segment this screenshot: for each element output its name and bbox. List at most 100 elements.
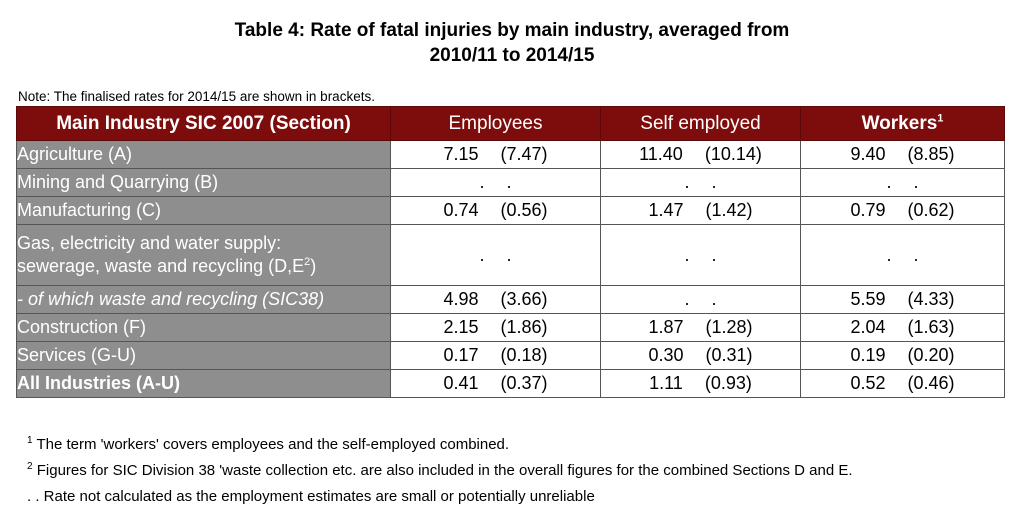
- self-employed-cell: ..: [600, 168, 801, 197]
- employees-final-value: (0.37): [500, 373, 548, 393]
- workers-final-value: (0.46): [907, 373, 955, 393]
- employees-cell: 2.15 (1.86): [390, 313, 601, 342]
- header-workers-label: Workers: [861, 112, 938, 134]
- row-label: Gas, electricity and water supply: sewer…: [16, 224, 391, 286]
- employees-final-value: (7.47): [500, 144, 548, 164]
- title-line-2: 2010/11 to 2014/15: [429, 45, 595, 66]
- footnote-ref-2: 2: [304, 256, 311, 268]
- self-employed-value: .: [684, 244, 690, 265]
- row-label-line-1: Gas, electricity and water supply:: [17, 233, 282, 253]
- workers-final-value: (1.63): [907, 317, 955, 337]
- workers-cell: ..: [800, 224, 1005, 286]
- workers-final-value: (8.85): [907, 144, 955, 164]
- workers-value: .: [886, 172, 892, 192]
- footnote-1: 1 The term 'workers' covers employees an…: [27, 432, 853, 458]
- employees-final-value: (0.18): [500, 345, 548, 365]
- table-row: Services (G-U) 0.17 (0.18) 0.30 (0.31) 0.1…: [16, 341, 1005, 370]
- workers-final-value: (4.33): [907, 289, 955, 309]
- self-employed-value: 11.40: [639, 144, 683, 164]
- employees-cell: 0.17 (0.18): [390, 341, 601, 370]
- self-employed-final-value: (1.28): [705, 317, 753, 337]
- row-label-line-2: sewerage, waste and recycling (D,E2): [17, 255, 390, 278]
- workers-final-value: (0.20): [907, 345, 955, 365]
- self-employed-cell: 1.87 (1.28): [600, 313, 801, 342]
- self-employed-final-value: (1.42): [705, 200, 753, 220]
- header-employees: Employees: [390, 106, 601, 141]
- employees-value: .: [479, 244, 485, 265]
- employees-cell: 4.98 (3.66): [390, 285, 601, 314]
- workers-value: 2.04: [850, 317, 886, 337]
- self-employed-value: .: [684, 172, 690, 192]
- table-row: Agriculture (A) 7.15 (7.47) 11.40 (10.14) …: [16, 140, 1005, 169]
- footnote-2: 2 Figures for SIC Division 38 'waste col…: [27, 458, 853, 484]
- footnote-2-marker: 2: [27, 461, 33, 472]
- workers-value: 9.40: [850, 144, 886, 164]
- header-self-employed: Self employed: [600, 106, 801, 141]
- table-row: - of which waste and recycling (SIC38) 4…: [16, 285, 1005, 314]
- workers-cell: 0.52 (0.46): [800, 369, 1005, 398]
- self-employed-value: 1.47: [648, 200, 684, 220]
- table-row: Gas, electricity and water supply: sewer…: [16, 224, 1005, 286]
- self-employed-cell: ..: [600, 285, 801, 314]
- self-employed-final-value: (0.93): [704, 373, 752, 393]
- title-line-1: Table 4: Rate of fatal injuries by main …: [234, 20, 790, 41]
- footnote-1-text: The term 'workers' covers employees and …: [32, 436, 510, 453]
- self-employed-value: 0.30: [648, 345, 684, 365]
- employees-cell: ..: [390, 224, 601, 286]
- workers-cell: 5.59 (4.33): [800, 285, 1005, 314]
- header-workers: Workers1: [800, 106, 1005, 141]
- footnote-3: . . Rate not calculated as the employmen…: [27, 484, 853, 510]
- table-title: Table 4: Rate of fatal injuries by main …: [0, 18, 1024, 68]
- note-text: Note: The finalised rates for 2014/15 ar…: [18, 89, 375, 104]
- self-employed-final-value: (0.31): [705, 345, 753, 365]
- row-label: - of which waste and recycling (SIC38): [16, 285, 391, 314]
- workers-cell: 9.40 (8.85): [800, 140, 1005, 169]
- workers-final-value: (0.62): [907, 200, 955, 220]
- footnote-1-marker: 1: [27, 435, 33, 446]
- employees-cell: 7.15 (7.47): [390, 140, 601, 169]
- employees-value: 0.74: [443, 200, 479, 220]
- workers-final-value: .: [913, 244, 919, 265]
- self-employed-cell: 0.30 (0.31): [600, 341, 801, 370]
- employees-value: 0.17: [443, 345, 479, 365]
- workers-value: 0.19: [850, 345, 886, 365]
- self-employed-final-value: .: [711, 172, 717, 192]
- workers-value: 0.52: [850, 373, 886, 393]
- employees-cell: ..: [390, 168, 601, 197]
- row-label: Construction (F): [16, 313, 391, 342]
- row-label: Services (G-U): [16, 341, 391, 370]
- self-employed-value: .: [684, 289, 690, 309]
- employees-final-value: (0.56): [500, 200, 548, 220]
- self-employed-final-value: .: [711, 289, 717, 309]
- employees-value: 7.15: [443, 144, 479, 164]
- row-label-close-paren: ): [310, 256, 317, 276]
- row-label-line-2-text: sewerage, waste and recycling (D,E: [17, 256, 305, 276]
- workers-value: 0.79: [850, 200, 886, 220]
- workers-value: .: [886, 244, 892, 265]
- header-workers-footnote-ref: 1: [937, 112, 944, 125]
- employees-final-value: (3.66): [500, 289, 548, 309]
- table-row: Manufacturing (C) 0.74 (0.56) 1.47 (1.42) …: [16, 196, 1005, 225]
- table-row: Mining and Quarrying (B) .. .. ..: [16, 168, 1005, 197]
- workers-final-value: .: [913, 172, 919, 192]
- self-employed-final-value: .: [711, 244, 717, 265]
- self-employed-final-value: (10.14): [704, 144, 762, 164]
- footnotes: 1 The term 'workers' covers employees an…: [27, 432, 853, 510]
- self-employed-value: 1.87: [648, 317, 684, 337]
- employees-cell: 0.74 (0.56): [390, 196, 601, 225]
- injury-rates-table: Main Industry SIC 2007 (Section) Employe…: [16, 106, 1005, 398]
- self-employed-cell: 1.47 (1.42): [600, 196, 801, 225]
- row-label: Agriculture (A): [16, 140, 391, 169]
- table-row: All Industries (A-U) 0.41 (0.37) 1.11 (0.9…: [16, 369, 1005, 398]
- self-employed-value: 1.11: [649, 373, 683, 393]
- employees-value: .: [479, 172, 485, 192]
- self-employed-cell: 1.11 (0.93): [600, 369, 801, 398]
- header-industry: Main Industry SIC 2007 (Section): [16, 106, 391, 141]
- workers-cell: ..: [800, 168, 1005, 197]
- row-label: Manufacturing (C): [16, 196, 391, 225]
- employees-value: 0.41: [443, 373, 479, 393]
- footnote-3-text: . . Rate not calculated as the employmen…: [27, 488, 595, 505]
- employees-final-value: .: [506, 244, 512, 265]
- employees-value: 4.98: [443, 289, 479, 309]
- workers-cell: 2.04 (1.63): [800, 313, 1005, 342]
